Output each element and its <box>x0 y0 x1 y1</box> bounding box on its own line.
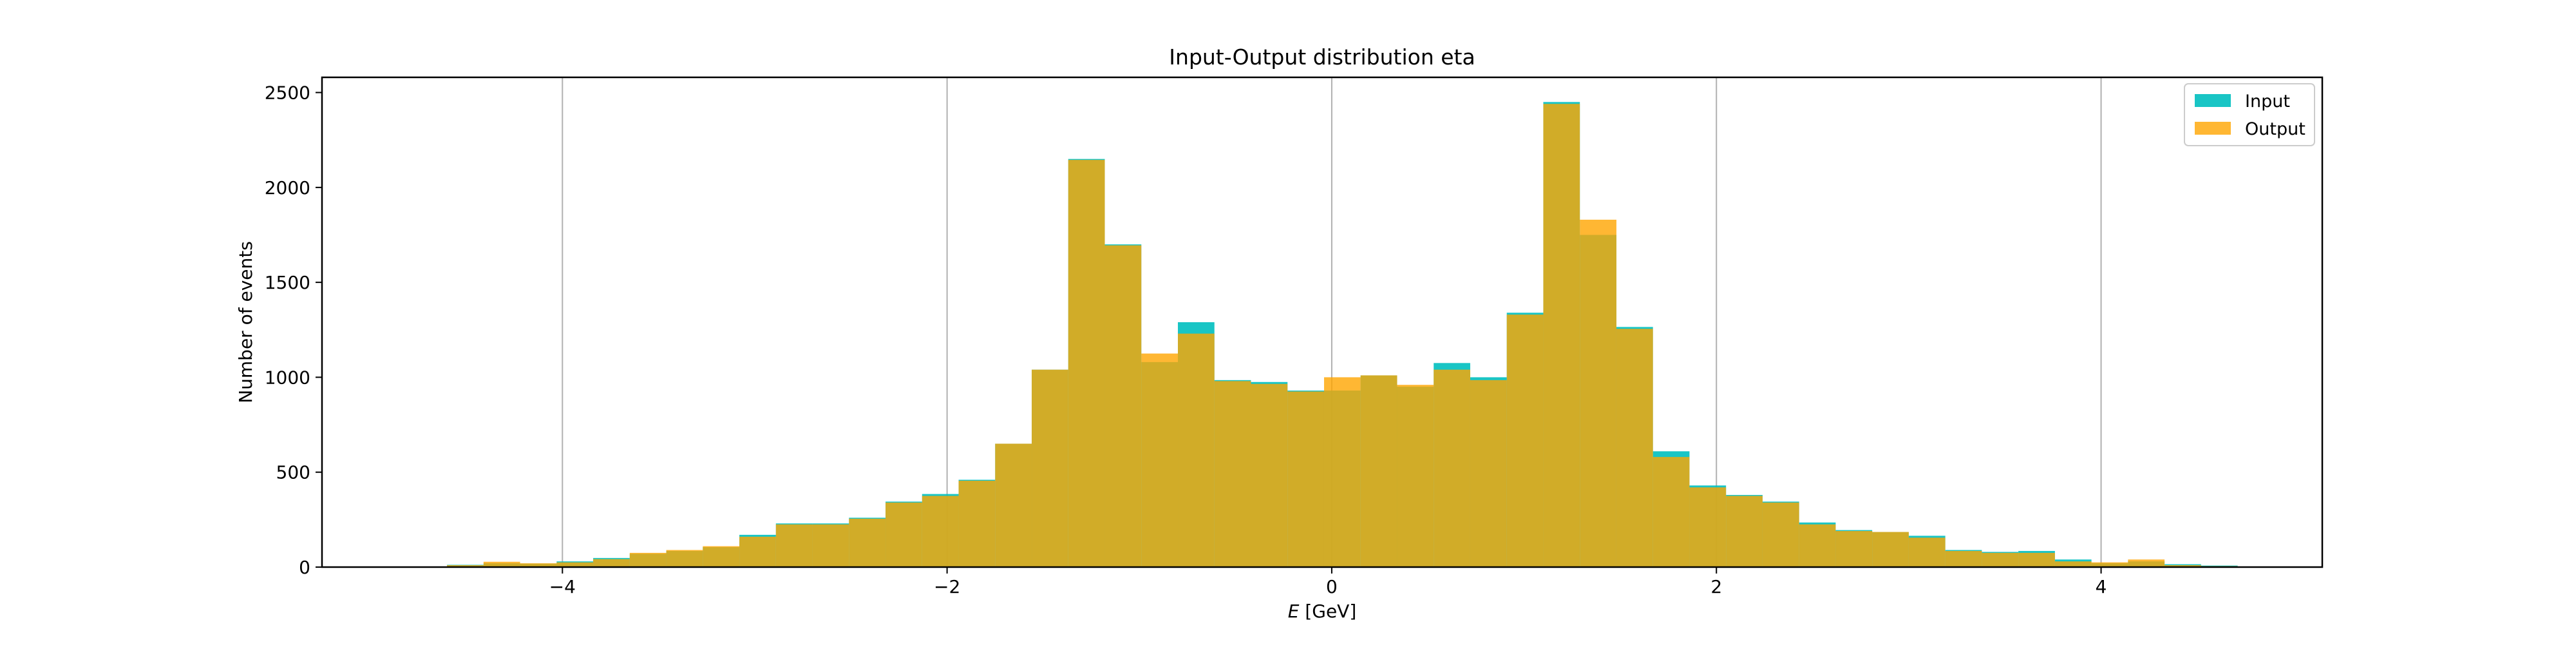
x-tick-label: 4 <box>2096 576 2107 597</box>
output-bar <box>2018 552 2055 567</box>
output-bar <box>1945 550 1982 567</box>
plot-frame <box>321 76 2324 568</box>
legend-swatch-output <box>2195 122 2231 135</box>
legend-swatch-input <box>2195 94 2231 107</box>
output-bar <box>812 524 849 567</box>
y-tick-label: 1500 <box>265 272 310 293</box>
output-bar <box>629 552 667 567</box>
output-bar <box>1543 104 1580 568</box>
chart-title: Input-Output distribution eta <box>1169 44 1475 70</box>
output-bar <box>1799 524 1836 567</box>
output-bar <box>2128 559 2165 567</box>
legend-label-input: Input <box>2245 92 2290 111</box>
output-bar <box>958 480 996 567</box>
x-axis-label: E [GeV] <box>1288 601 1357 622</box>
legend-label-output: Output <box>2245 119 2306 139</box>
y-axis-label: Number of events <box>235 241 256 403</box>
output-bar <box>1104 245 1142 567</box>
output-bar <box>1762 502 1799 567</box>
output-bar <box>1506 314 1544 567</box>
x-axis-label-unit: [GeV] <box>1299 601 1356 622</box>
output-bar <box>1141 353 1179 567</box>
output-bar <box>1214 381 1251 567</box>
output-bar <box>1397 385 1434 567</box>
y-tick-label: 0 <box>299 557 310 578</box>
output-bar <box>1653 457 1690 567</box>
output-bar <box>2054 561 2092 567</box>
output-bar <box>703 546 740 567</box>
y-tick-label: 2500 <box>265 82 310 104</box>
x-tick-label: 0 <box>1326 576 1338 597</box>
legend: Input Output <box>2184 83 2315 146</box>
output-bar <box>2091 562 2128 567</box>
output-bar <box>520 563 557 567</box>
output-bar <box>849 518 886 567</box>
output-bar <box>995 443 1032 567</box>
output-bar <box>1287 391 1324 567</box>
output-bar <box>1982 552 2019 567</box>
output-bar <box>1616 329 1653 567</box>
output-bar <box>483 561 520 567</box>
output-bar <box>775 524 813 567</box>
output-bar <box>1689 487 1727 567</box>
output-bar <box>1068 160 1105 568</box>
output-bar <box>739 536 776 567</box>
output-bar <box>447 565 484 567</box>
output-bar <box>1178 333 1215 567</box>
output-bar <box>1032 369 1068 567</box>
output-bar <box>2164 565 2201 567</box>
output-bar <box>1323 377 1361 567</box>
x-tick-label: 2 <box>1710 576 1722 597</box>
x-axis-label-symbol: E <box>1288 601 1300 622</box>
y-tick-label: 2000 <box>265 177 310 198</box>
output-bar <box>1580 219 1616 567</box>
x-tick-label: −2 <box>934 576 960 597</box>
x-tick-label: −4 <box>549 576 576 597</box>
output-bar <box>1726 496 1763 567</box>
output-bar <box>1470 380 1507 567</box>
bars <box>447 102 2238 568</box>
output-bar <box>1360 375 1397 567</box>
output-bar <box>556 562 594 567</box>
y-tick-label: 1000 <box>265 367 310 388</box>
y-tick-label: 500 <box>276 462 310 483</box>
output-bar <box>1835 531 1873 567</box>
output-bar <box>1434 369 1470 567</box>
output-bar <box>1872 532 1909 567</box>
output-bar <box>1908 537 1946 567</box>
y-axis-ticks: 0 500 1000 1500 2000 2500 <box>265 82 322 578</box>
output-bar <box>1251 383 1288 567</box>
output-bar <box>886 502 922 567</box>
output-bar <box>593 559 630 567</box>
output-bar <box>922 496 959 567</box>
x-axis-ticks: −4 −2 0 2 4 <box>549 567 2107 597</box>
output-bar <box>666 550 703 567</box>
